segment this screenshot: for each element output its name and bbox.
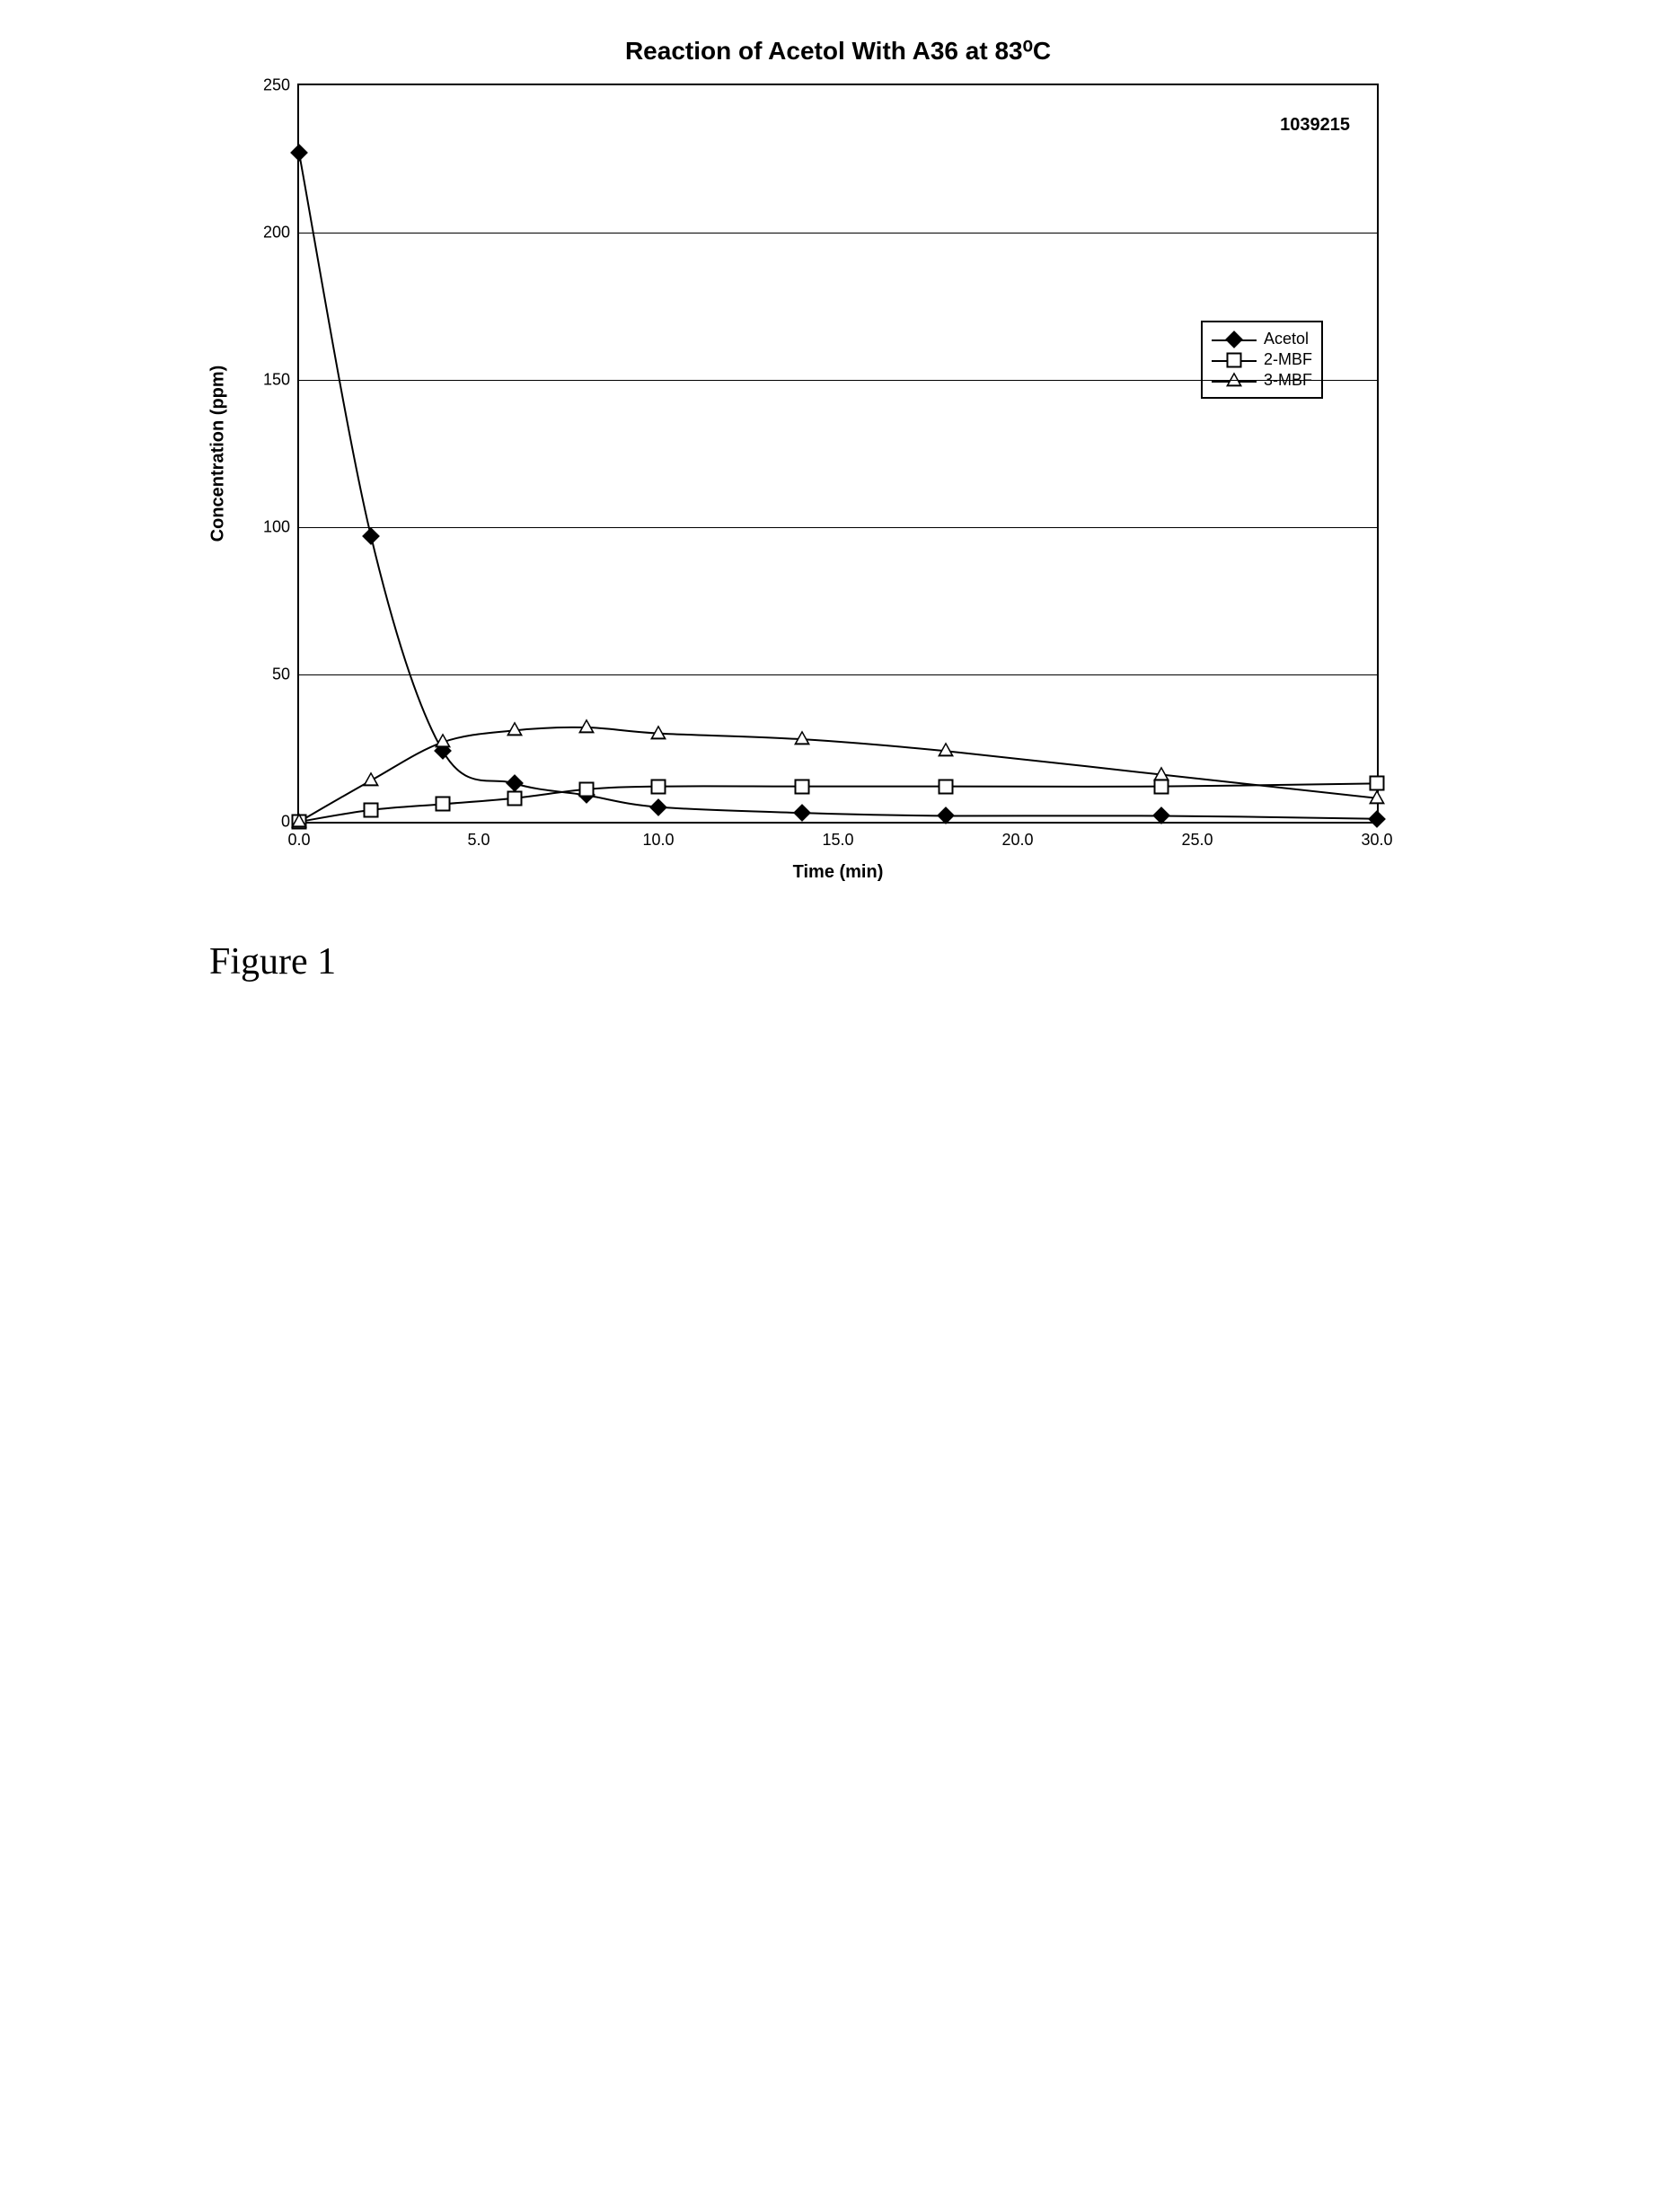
x-tick-label: 10.0 xyxy=(642,822,674,850)
triangle-marker-icon xyxy=(650,725,666,739)
triangle-marker-icon xyxy=(794,731,810,745)
legend-item: Acetol xyxy=(1212,330,1312,348)
series-line xyxy=(299,727,1377,822)
y-tick-label: 100 xyxy=(263,518,299,537)
x-axis-label: Time (min) xyxy=(793,862,884,883)
gridline xyxy=(299,674,1377,675)
plot-area: Concentration (ppm) Time (min) 1039215 A… xyxy=(297,84,1379,824)
square-marker-icon xyxy=(436,797,451,812)
triangle-marker-icon xyxy=(578,718,595,733)
y-axis-label: Concentration (ppm) xyxy=(208,366,229,542)
legend-label: 2-MBF xyxy=(1264,350,1312,369)
square-marker-icon xyxy=(507,790,523,806)
triangle-marker-icon xyxy=(363,771,379,786)
square-marker-icon xyxy=(651,779,666,794)
legend-label: Acetol xyxy=(1264,330,1309,348)
figure-caption: Figure 1 xyxy=(209,940,1467,983)
square-marker-icon xyxy=(939,779,954,794)
x-tick-label: 5.0 xyxy=(467,822,490,850)
figure-container: Reaction of Acetol With A36 at 83⁰C Conc… xyxy=(209,36,1467,983)
gridline xyxy=(299,380,1377,381)
x-tick-label: 20.0 xyxy=(1001,822,1033,850)
square-marker-icon xyxy=(579,781,595,797)
chart-note: 1039215 xyxy=(1280,115,1350,136)
triangle-marker-icon xyxy=(507,722,523,736)
legend-item: 2-MBF xyxy=(1212,350,1312,369)
square-marker-icon xyxy=(795,779,810,794)
square-marker-icon xyxy=(364,802,379,817)
diamond-marker-icon xyxy=(1225,330,1243,348)
triangle-marker-icon xyxy=(1153,766,1169,780)
triangle-marker-icon xyxy=(938,743,954,757)
x-tick-label: 25.0 xyxy=(1181,822,1213,850)
y-tick-label: 250 xyxy=(263,76,299,95)
triangle-marker-icon xyxy=(1369,789,1385,804)
y-tick-label: 50 xyxy=(272,665,299,684)
x-tick-label: 15.0 xyxy=(822,822,853,850)
legend: Acetol2-MBF3-MBF xyxy=(1201,321,1323,399)
triangle-marker-icon xyxy=(435,734,451,748)
gridline xyxy=(299,233,1377,234)
square-marker-icon xyxy=(1154,779,1169,794)
line-layer xyxy=(299,85,1377,822)
y-tick-label: 150 xyxy=(263,371,299,390)
square-marker-icon xyxy=(1227,352,1242,367)
legend-swatch xyxy=(1212,353,1257,367)
y-tick-label: 200 xyxy=(263,224,299,242)
series-line xyxy=(299,153,1377,818)
triangle-marker-icon xyxy=(291,813,307,827)
chart-title: Reaction of Acetol With A36 at 83⁰C xyxy=(209,36,1467,66)
legend-swatch xyxy=(1212,332,1257,347)
gridline xyxy=(299,527,1377,528)
